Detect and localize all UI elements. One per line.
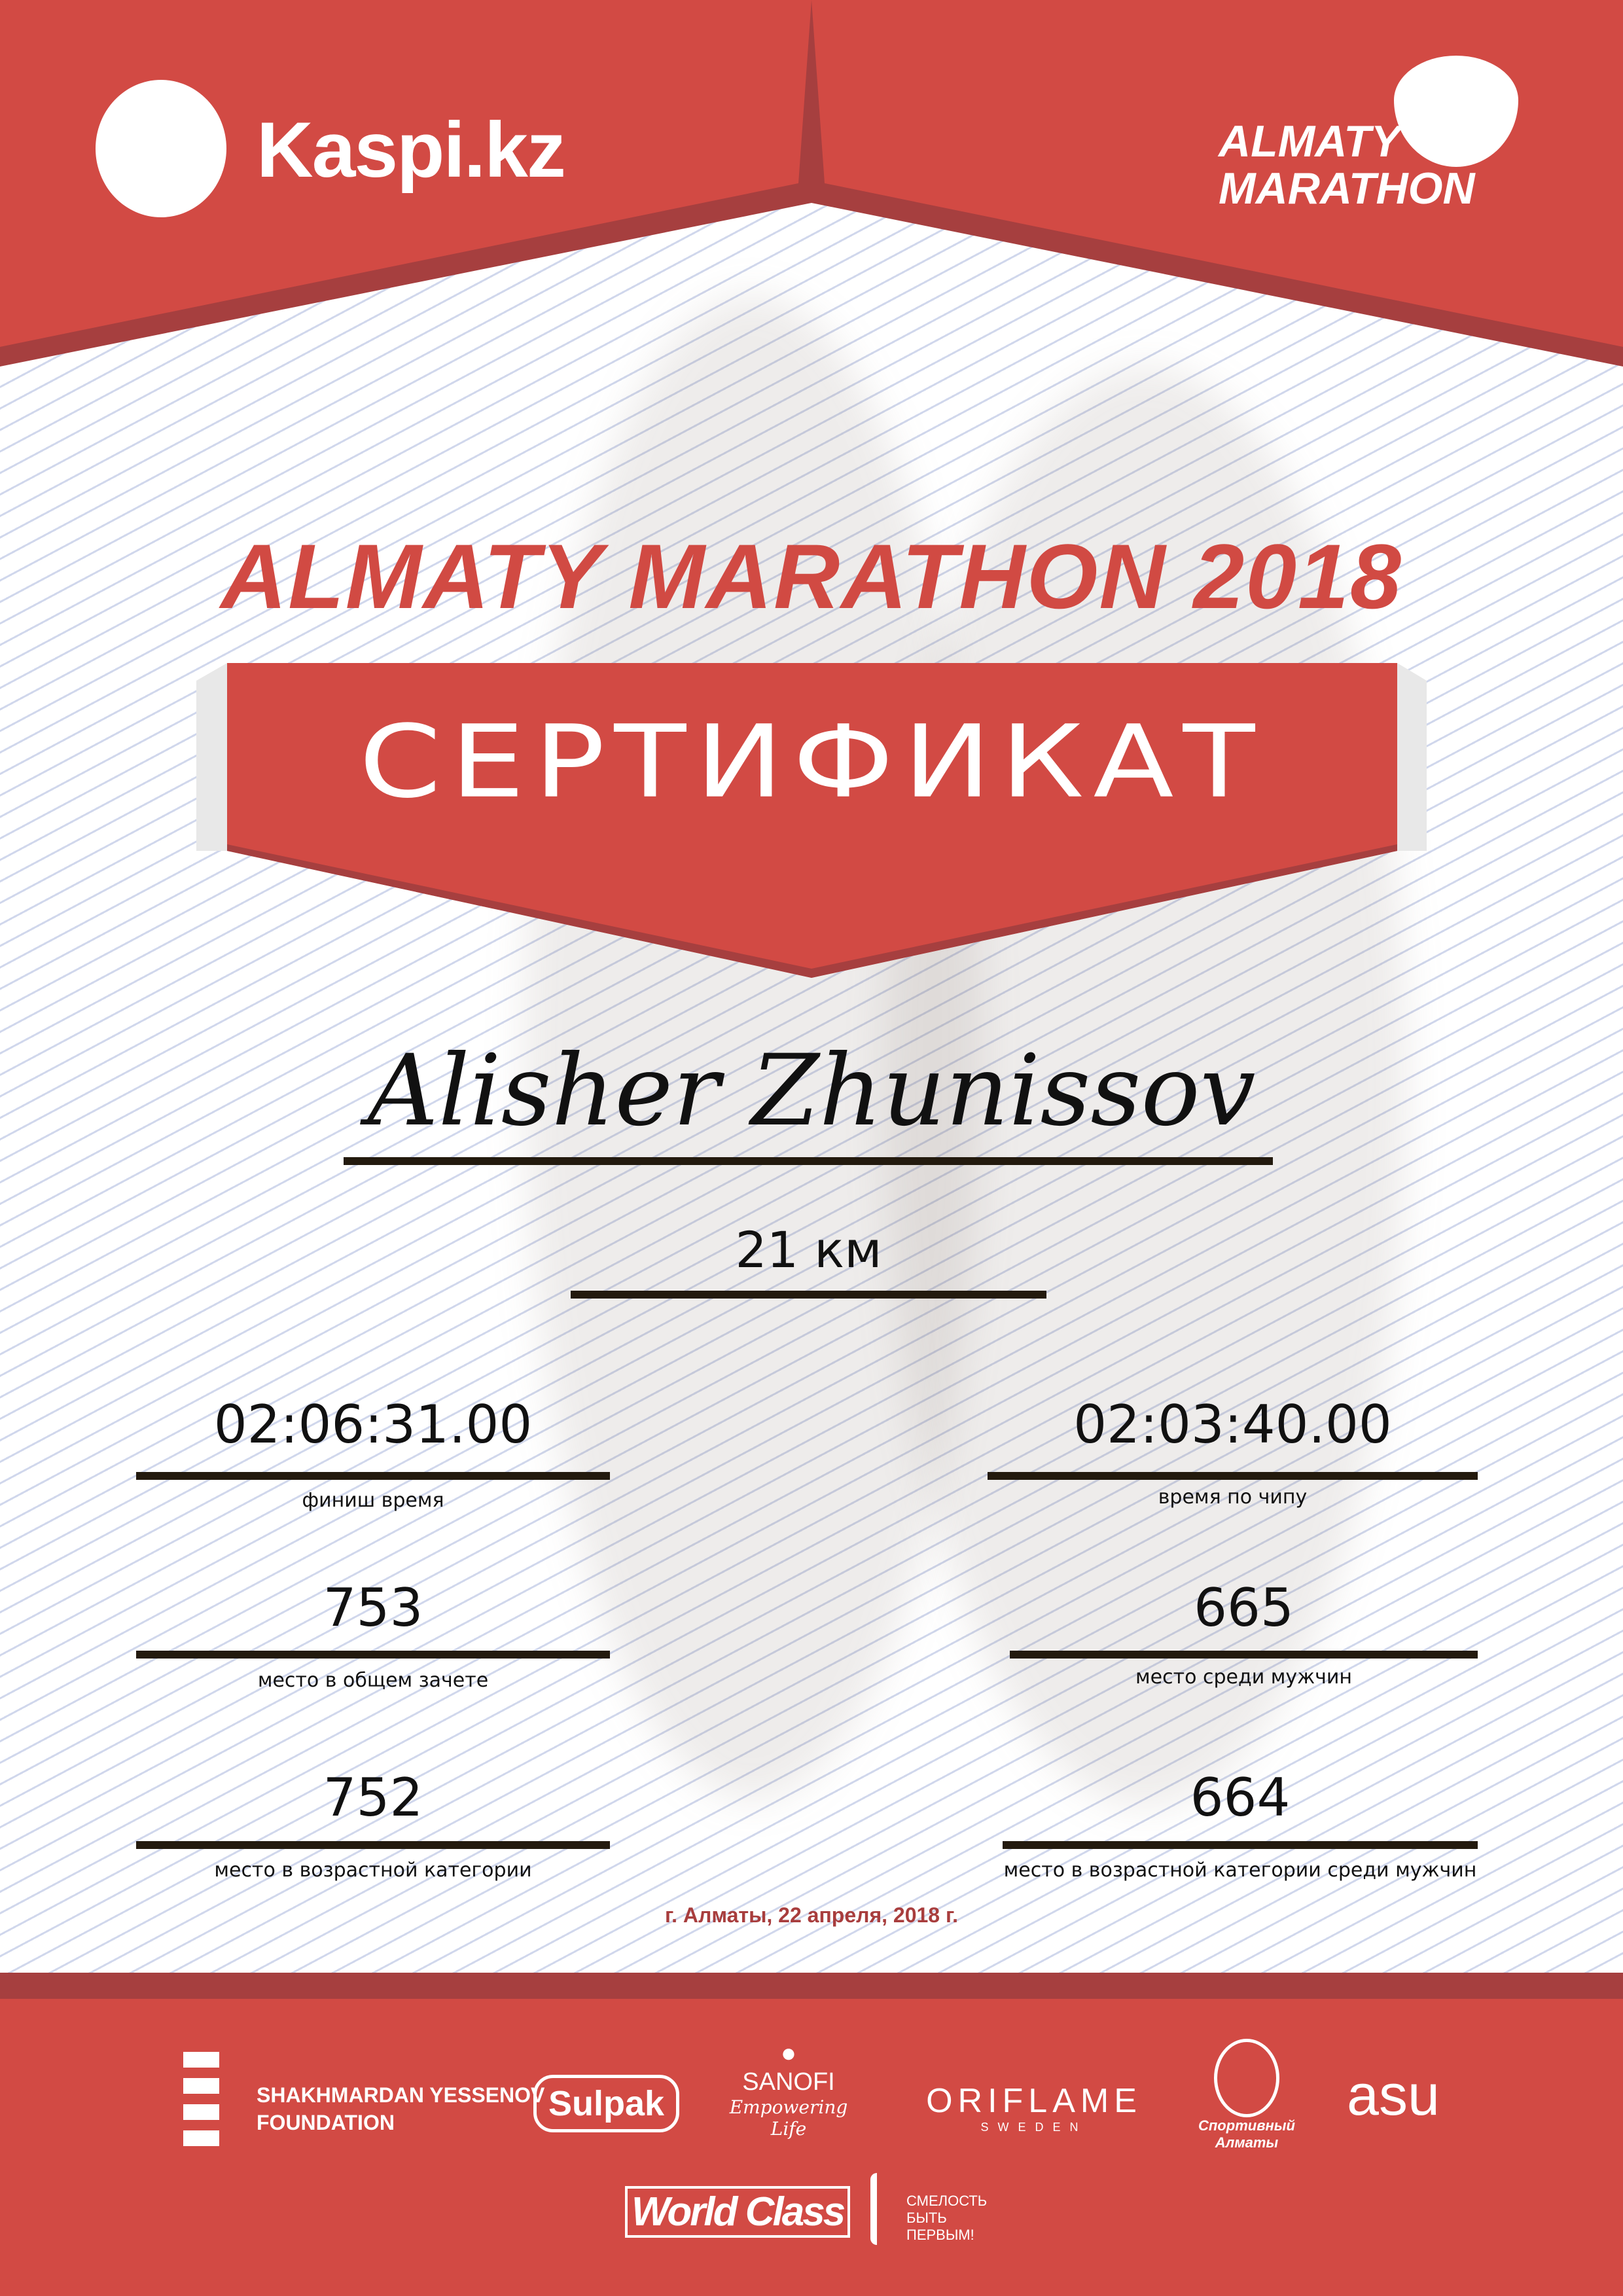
overall-place-label: место в общем зачете <box>257 1669 489 1692</box>
yessenov-line2: FOUNDATION <box>257 2111 395 2134</box>
almaty-marathon-runner-icon <box>1394 56 1518 167</box>
smelost-line1: СМЕЛОСТЬ <box>906 2193 988 2209</box>
certificate-label: СЕРТИФИКАТ <box>359 704 1264 821</box>
divider <box>136 1841 610 1849</box>
finish-time-value: 02:06:31.00 <box>213 1394 533 1455</box>
sanofi-name: SANOFI <box>742 2068 835 2096</box>
asu-logo: asu <box>1347 2062 1440 2127</box>
divider <box>136 1651 610 1659</box>
divider <box>1003 1841 1478 1849</box>
sanofi-tagline: Empowering Life <box>729 2096 848 2140</box>
divider <box>1010 1651 1478 1659</box>
oriflame-sub: SWEDEN <box>980 2121 1088 2134</box>
overall-place-value: 753 <box>323 1577 423 1638</box>
sponsors-footer <box>0 1999 1623 2296</box>
yessenov-icon <box>183 2052 219 2150</box>
divider <box>988 1472 1478 1480</box>
logo-line1: ALMATY <box>1219 117 1401 166</box>
distance: 21 км <box>735 1221 882 1279</box>
divider <box>136 1472 610 1480</box>
sport-almaty-logo: Спортивный Алматы <box>1198 2039 1296 2151</box>
kaspi-logo: Kaspi.kz <box>257 106 566 194</box>
smelost-line3: ПЕРВЫМ! <box>906 2227 974 2243</box>
yessenov-logo: SHAKHMARDAN YESSENOV FOUNDATION <box>257 2081 544 2136</box>
oriflame-name: ORIFLAME <box>926 2082 1142 2120</box>
almaty-marathon-logo: ALMATY MARATHON <box>1219 118 1475 212</box>
certificate-banner <box>196 663 1427 978</box>
sport-almaty-name: Спортивный Алматы <box>1198 2117 1295 2151</box>
chip-time-value: 02:03:40.00 <box>1073 1394 1392 1455</box>
sanofi-logo: ● SANOFI Empowering Life <box>726 2039 851 2140</box>
logo-line2: MARATHON <box>1219 164 1475 213</box>
date-line: г. Алматы, 22 апреля, 2018 г. <box>665 1903 958 1927</box>
smelost-icon <box>870 2173 903 2245</box>
chip-time-label: время по чипу <box>1158 1486 1308 1509</box>
age-men-place-label: место в возрастной категории среди мужчи… <box>1003 1859 1477 1882</box>
event-title: ALMATY MARATHON 2018 <box>221 525 1402 628</box>
kaspi-logo-icon <box>96 80 226 217</box>
age-men-place-value: 664 <box>1190 1767 1291 1828</box>
runner-photo-woman <box>883 367 1407 1806</box>
smelost-line2: БЫТЬ <box>906 2210 947 2226</box>
yessenov-line1: SHAKHMARDAN YESSENOV <box>257 2083 545 2107</box>
sulpak-logo: Sulpak <box>533 2075 680 2132</box>
men-place-value: 665 <box>1194 1577 1294 1638</box>
participant-name: Alisher Zhunissov <box>367 1034 1256 1148</box>
age-place-label: место в возрастной категории <box>214 1859 532 1882</box>
distance-underline <box>571 1291 1046 1299</box>
oriflame-logo: ORIFLAME SWEDEN <box>923 2081 1145 2134</box>
finish-time-label: финиш время <box>302 1489 444 1512</box>
name-underline <box>344 1157 1273 1165</box>
worldclass-logo: World Class <box>625 2186 851 2238</box>
header-banner <box>0 0 1623 367</box>
runner-photo-man <box>524 295 982 1800</box>
age-place-value: 752 <box>323 1767 423 1828</box>
footer-stripe <box>0 1973 1623 1999</box>
smelost-logo: СМЕЛОСТЬ БЫТЬ ПЕРВЫМ! <box>906 2193 987 2244</box>
men-place-label: место среди мужчин <box>1135 1666 1352 1689</box>
